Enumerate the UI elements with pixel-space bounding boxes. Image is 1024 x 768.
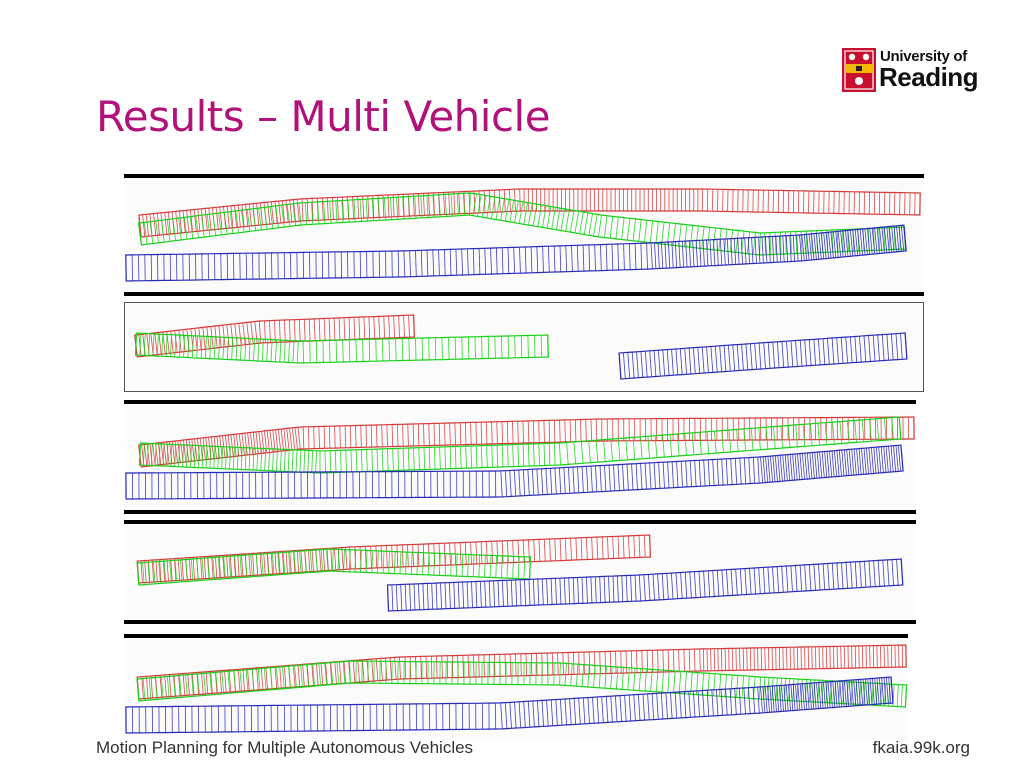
panel-2-border	[124, 302, 924, 392]
panel-1-top-rule	[124, 174, 924, 178]
panel-3-green-vehicle-trajectory	[138, 416, 902, 474]
panel-2-background	[124, 302, 924, 392]
shield-icon	[842, 48, 876, 92]
panel-3-blue-vehicle-trajectory	[125, 444, 904, 500]
panel-4-bottom-rule	[124, 620, 916, 624]
page-title: Results – Multi Vehicle	[96, 92, 551, 141]
footer-url: fkaia.99k.org	[872, 738, 970, 757]
logo-line1: University of	[880, 48, 967, 65]
panel-3-bottom-rule	[124, 510, 916, 514]
panel-1-blue-vehicle-trajectory	[125, 224, 907, 282]
panel-5-blue-vehicle-trajectory	[125, 676, 894, 734]
panel-4-blue-vehicle-trajectory	[386, 558, 904, 612]
panel-4-background	[124, 520, 916, 624]
university-logo: University of Reading	[842, 48, 979, 94]
logo-line2: Reading	[879, 62, 979, 92]
footer-title: Motion Planning for Multiple Autonomous …	[96, 738, 474, 757]
panel-3-top-rule	[124, 400, 916, 404]
panel-5-top-rule	[124, 634, 908, 638]
panel-4-top-rule	[124, 520, 916, 524]
panel-1-bottom-rule	[124, 292, 924, 296]
panel-4-green-vehicle-trajectory	[136, 548, 532, 586]
panel-2-blue-vehicle-trajectory	[618, 332, 908, 380]
panel-2-green-vehicle-trajectory	[134, 332, 549, 364]
panel-3-red-vehicle-trajectory	[138, 416, 915, 468]
panel-1-red-vehicle-trajectory	[138, 188, 921, 238]
